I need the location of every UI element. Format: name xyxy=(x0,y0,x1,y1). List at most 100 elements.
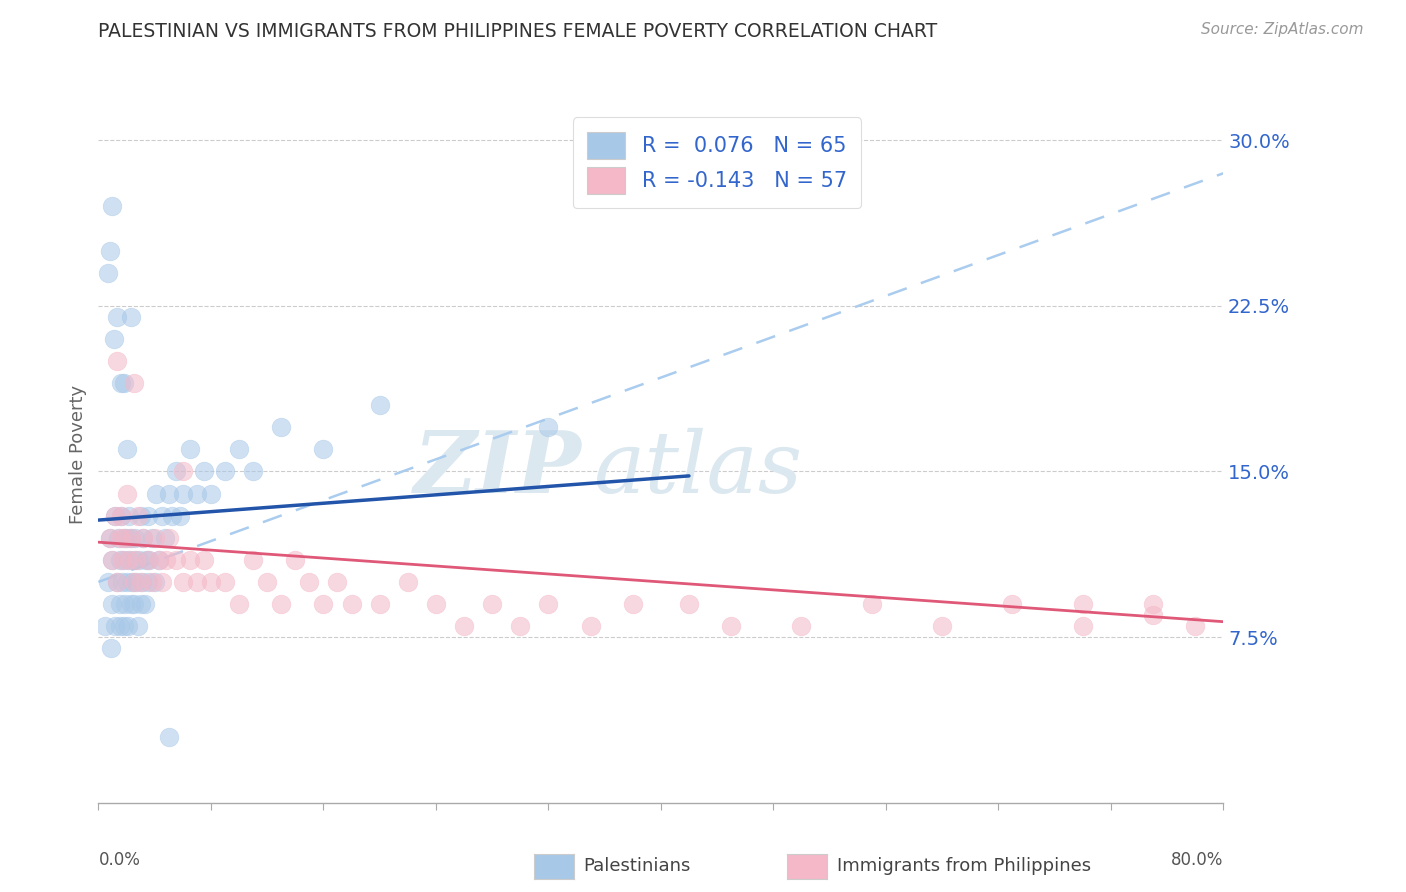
Point xyxy=(136,574,159,589)
Point xyxy=(172,574,194,589)
Point xyxy=(153,531,176,545)
Point xyxy=(1142,608,1164,623)
Point xyxy=(720,619,742,633)
Point xyxy=(101,553,124,567)
Point xyxy=(105,574,128,589)
Point xyxy=(105,354,128,368)
Point xyxy=(110,508,132,523)
Point xyxy=(1071,619,1094,633)
Point xyxy=(122,597,145,611)
Point xyxy=(118,553,141,567)
Point xyxy=(138,553,160,567)
Point xyxy=(1142,597,1164,611)
Point xyxy=(108,531,131,545)
Point xyxy=(115,531,138,545)
Text: 80.0%: 80.0% xyxy=(1171,851,1223,870)
Point xyxy=(214,465,236,479)
Point xyxy=(127,619,149,633)
Point xyxy=(193,465,215,479)
Text: atlas: atlas xyxy=(593,427,803,510)
Point xyxy=(678,597,700,611)
Point xyxy=(112,531,135,545)
Point xyxy=(186,486,208,500)
Y-axis label: Female Poverty: Female Poverty xyxy=(69,385,87,524)
Point xyxy=(112,531,135,545)
Point xyxy=(157,486,180,500)
Point xyxy=(141,531,163,545)
Point xyxy=(298,574,321,589)
Point xyxy=(120,597,142,611)
Point xyxy=(124,531,146,545)
Point xyxy=(122,574,145,589)
Point xyxy=(860,597,883,611)
Point xyxy=(125,574,148,589)
Point xyxy=(200,486,222,500)
Point xyxy=(120,531,142,545)
Point xyxy=(122,376,145,391)
Point xyxy=(110,376,132,391)
Point xyxy=(242,465,264,479)
Point xyxy=(134,597,156,611)
Point xyxy=(453,619,475,633)
Point xyxy=(242,553,264,567)
Point xyxy=(256,574,278,589)
Point xyxy=(98,531,121,545)
Point xyxy=(111,553,134,567)
Point xyxy=(129,508,152,523)
Point xyxy=(143,531,166,545)
Point xyxy=(145,486,167,500)
Point xyxy=(579,619,602,633)
Point xyxy=(100,641,122,656)
Point xyxy=(621,597,644,611)
Legend: R =  0.076   N = 65, R = -0.143   N = 57: R = 0.076 N = 65, R = -0.143 N = 57 xyxy=(572,118,862,209)
Point xyxy=(368,398,391,412)
Point xyxy=(155,553,177,567)
Point xyxy=(141,574,163,589)
Point xyxy=(172,465,194,479)
Point xyxy=(1071,597,1094,611)
Point xyxy=(148,553,170,567)
Point xyxy=(111,574,134,589)
Point xyxy=(105,574,128,589)
Point xyxy=(101,553,124,567)
Point xyxy=(396,574,419,589)
Point xyxy=(509,619,531,633)
Point xyxy=(114,597,136,611)
Point xyxy=(537,420,560,434)
Point xyxy=(186,574,208,589)
Point xyxy=(165,553,187,567)
Point xyxy=(110,508,132,523)
Point xyxy=(179,553,201,567)
Point xyxy=(135,553,157,567)
Point xyxy=(228,442,250,457)
Point xyxy=(118,553,141,567)
Point xyxy=(122,553,145,567)
Point xyxy=(129,574,152,589)
Point xyxy=(790,619,813,633)
Point xyxy=(214,574,236,589)
Point xyxy=(115,486,138,500)
Point xyxy=(179,442,201,457)
Text: Palestinians: Palestinians xyxy=(583,857,690,875)
Point xyxy=(228,597,250,611)
Point xyxy=(148,553,170,567)
Point xyxy=(120,531,142,545)
Point xyxy=(98,244,121,258)
Point xyxy=(150,574,173,589)
Point xyxy=(368,597,391,611)
Point xyxy=(101,597,124,611)
Text: Source: ZipAtlas.com: Source: ZipAtlas.com xyxy=(1201,22,1364,37)
Point xyxy=(132,531,155,545)
Point xyxy=(128,553,150,567)
Point xyxy=(108,619,131,633)
Point xyxy=(131,574,153,589)
Point xyxy=(104,508,127,523)
Point xyxy=(136,553,159,567)
Point xyxy=(1001,597,1024,611)
Point xyxy=(107,531,129,545)
Point xyxy=(150,508,173,523)
Point xyxy=(112,619,135,633)
Point xyxy=(537,597,560,611)
Point xyxy=(136,508,159,523)
Point xyxy=(312,597,335,611)
